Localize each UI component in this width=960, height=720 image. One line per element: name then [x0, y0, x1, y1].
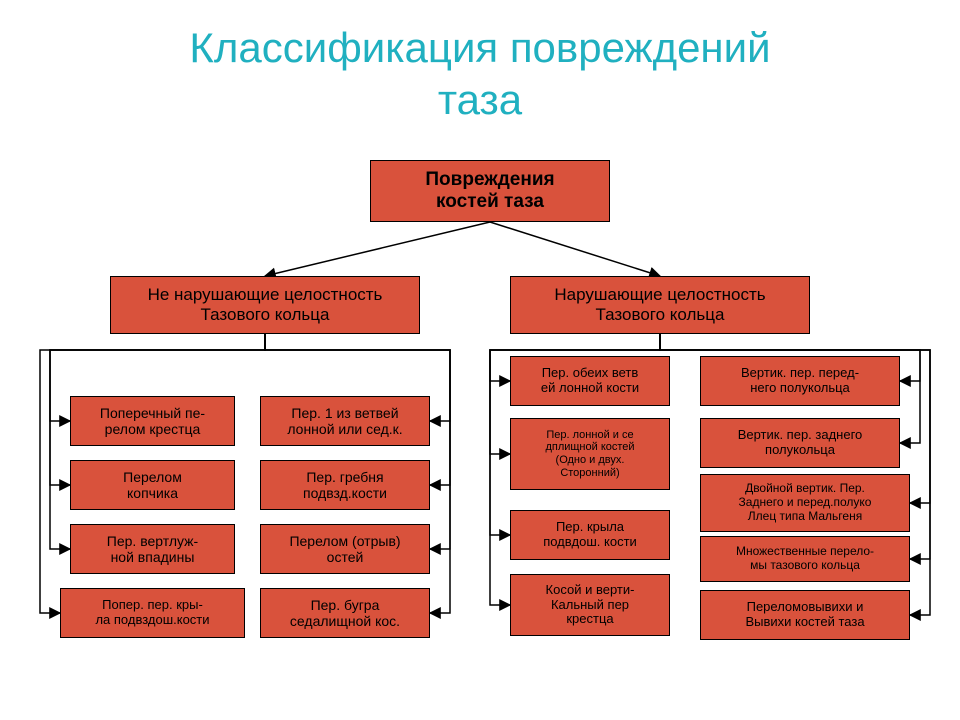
- slide-title-line2: таза: [0, 76, 960, 124]
- node-left_cat: Не нарушающие целостностьТазового кольца: [110, 276, 420, 334]
- node-m2: Пер. гребняподвзд.кости: [260, 460, 430, 510]
- node-rR1: Вертик. пер. перед-него полукольца: [700, 356, 900, 406]
- node-rR3: Двойной вертик. Пер.Заднего и перед.полу…: [700, 474, 910, 532]
- node-rL3: Пер. крылаподвдош. кости: [510, 510, 670, 560]
- node-rR5: Переломовывихи иВывихи костей таза: [700, 590, 910, 640]
- node-l4: Попер. пер. кры-ла подвздош.кости: [60, 588, 245, 638]
- node-l3: Пер. вертлуж-ной впадины: [70, 524, 235, 574]
- slide-title-line1: Классификация повреждений: [0, 24, 960, 72]
- node-rR2: Вертик. пер. заднегополукольца: [700, 418, 900, 468]
- node-right_cat: Нарушающие целостностьТазового кольца: [510, 276, 810, 334]
- node-m3: Перелом (отрыв)остей: [260, 524, 430, 574]
- node-rR4: Множественные перело-мы тазового кольца: [700, 536, 910, 582]
- edge-root-to-right_cat: [490, 222, 660, 276]
- node-rL1: Пер. обеих ветвей лонной кости: [510, 356, 670, 406]
- edge-root-to-left_cat: [265, 222, 490, 276]
- node-l1: Поперечный пе-релом крестца: [70, 396, 235, 446]
- node-m4: Пер. буграседалищной кос.: [260, 588, 430, 638]
- node-root: Повреждениякостей таза: [370, 160, 610, 222]
- node-l2: Переломкопчика: [70, 460, 235, 510]
- node-rL2: Пер. лонной и седплищной костей(Одно и д…: [510, 418, 670, 490]
- node-m1: Пер. 1 из ветвейлонной или сед.к.: [260, 396, 430, 446]
- node-rL4: Косой и верти-Кальный перкрестца: [510, 574, 670, 636]
